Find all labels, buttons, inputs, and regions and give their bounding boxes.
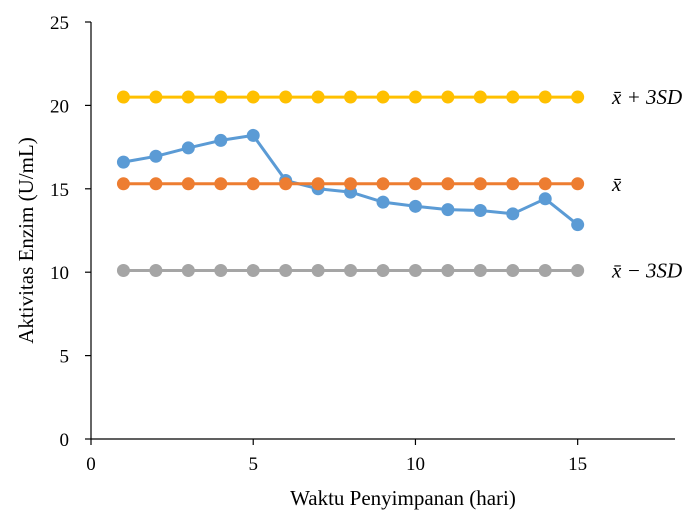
series-point [506,177,520,191]
series-point [246,264,260,278]
series-point [181,90,195,104]
series-point [538,90,552,104]
series-point [181,264,195,278]
series-point [279,90,293,104]
series-point [376,195,390,209]
series-point [116,177,130,191]
series-point [538,177,552,191]
series-point [116,90,130,104]
x-tick-label: 5 [248,454,258,475]
series-point [441,203,455,217]
series-point [571,218,585,232]
series-point [408,199,422,213]
series-point [246,128,260,142]
series-point [538,264,552,278]
series-point [538,192,552,206]
series-point [344,177,358,191]
series-point [441,177,455,191]
series-point [571,90,585,104]
series-label: x̄ [611,172,622,196]
series-point [376,177,390,191]
series-point [214,133,228,147]
series-point [279,264,293,278]
series-label: x̄ + 3SD [611,85,682,109]
y-tick-label: 25 [50,13,69,34]
series-point [376,90,390,104]
series-point [214,264,228,278]
series-point [441,264,455,278]
series-point [149,90,163,104]
x-axis-title: Waktu Penyimpanan (hari) [290,486,516,510]
series-point [149,177,163,191]
series-point [473,203,487,217]
series-point [116,155,130,169]
series-point [441,90,455,104]
series-point [149,264,163,278]
series-point [344,90,358,104]
series-point [473,177,487,191]
y-tick-label: 20 [50,96,69,117]
x-ticks: 0 5 10 15 [86,439,587,475]
series-point [344,264,358,278]
x-tick-label: 0 [86,454,96,475]
series-point [214,177,228,191]
series-point [571,264,585,278]
series-point [149,149,163,163]
series-point [246,90,260,104]
y-axis-title: Aktivitas Enzim (U/mL) [14,137,38,343]
y-tick-label: 10 [50,263,69,284]
y-tick-label: 15 [50,180,69,201]
series-point [311,90,325,104]
series-point [473,264,487,278]
series-point [408,177,422,191]
series-point [506,90,520,104]
x-tick-label: 15 [568,454,587,475]
y-tick-label: 5 [60,347,70,368]
series-point [279,177,293,191]
series-labels: x̄ + 3SD x̄ x̄ − 3SD [611,85,682,282]
series-point [571,177,585,191]
y-tick-label: 0 [60,430,70,451]
series-point [408,264,422,278]
series-point [473,90,487,104]
series-point [246,177,260,191]
series-point [214,90,228,104]
series-point [181,141,195,155]
series-point [116,264,130,278]
series-label: x̄ − 3SD [611,259,682,283]
series-point [408,90,422,104]
y-ticks: 0 5 10 15 20 25 [50,13,91,451]
axes [90,22,675,440]
series-point [506,264,520,278]
series-point [311,264,325,278]
series-group [116,90,585,278]
series-point [376,264,390,278]
x-tick-label: 10 [406,454,425,475]
series-point [311,177,325,191]
series-point [181,177,195,191]
series-point [506,207,520,221]
